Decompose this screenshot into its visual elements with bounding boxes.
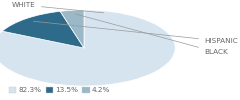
Wedge shape — [60, 10, 84, 48]
Text: BLACK: BLACK — [76, 14, 228, 55]
Text: WHITE: WHITE — [12, 2, 104, 13]
Wedge shape — [2, 11, 84, 48]
Text: HISPANIC: HISPANIC — [34, 21, 238, 44]
Legend: 82.3%, 13.5%, 4.2%: 82.3%, 13.5%, 4.2% — [6, 84, 113, 96]
Wedge shape — [0, 10, 175, 86]
